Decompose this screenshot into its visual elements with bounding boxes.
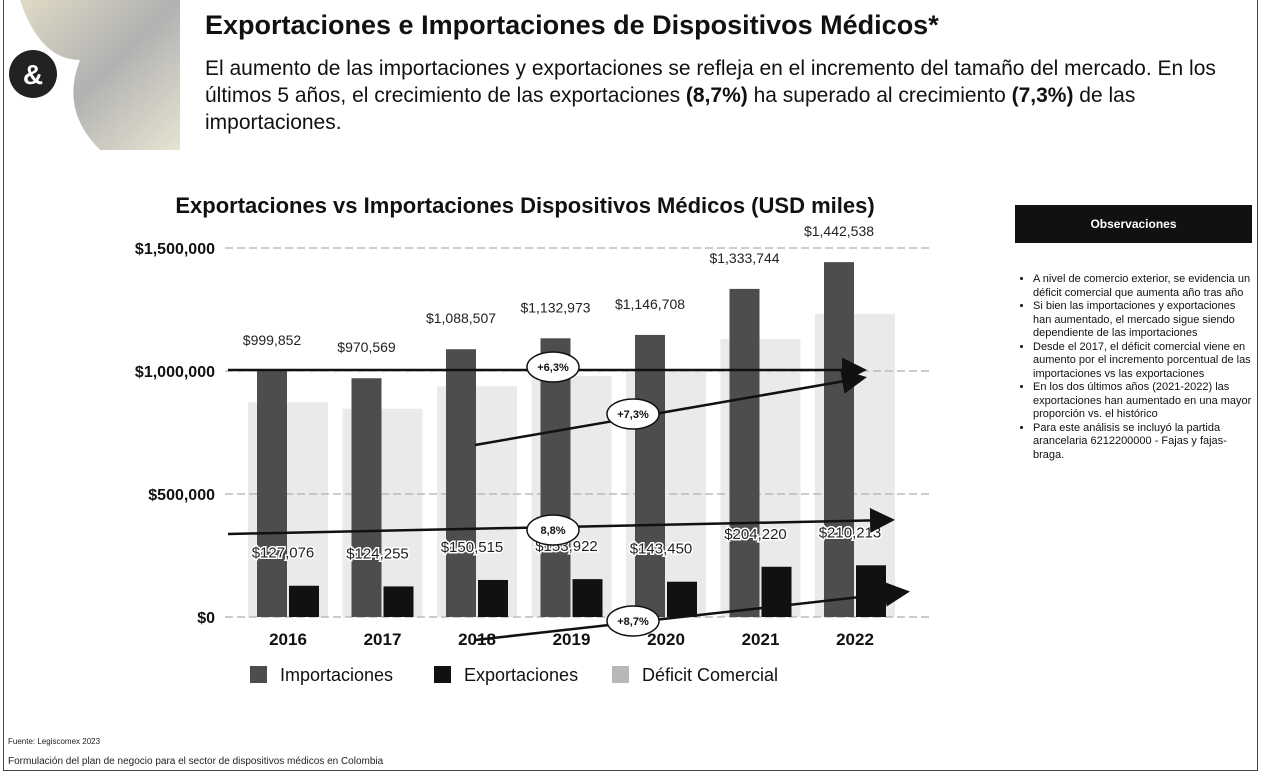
legend-label: Déficit Comercial — [642, 665, 778, 685]
bar — [351, 378, 382, 617]
y-tick-label: $0 — [197, 610, 215, 627]
text: ha superado al crecimiento — [747, 84, 1012, 107]
data-label: $127,076 — [252, 545, 315, 562]
bar — [635, 334, 665, 617]
list-item: En los dos últimos años (2021-2022) las … — [1033, 381, 1252, 422]
y-tick-label: $500,000 — [148, 487, 215, 504]
annotation-bubble — [526, 514, 580, 546]
list-item: Para este análisis se incluyó la partida… — [1033, 422, 1252, 463]
data-label: $143,450 — [630, 541, 693, 558]
bar — [478, 579, 508, 617]
data-label: $1,132,973 — [520, 299, 590, 315]
data-label: $1,442,538 — [804, 223, 874, 239]
legend-swatch — [434, 666, 451, 683]
svg-text:&: & — [23, 59, 43, 90]
bar — [856, 565, 886, 617]
list-item: Desde el 2017, el déficit comercial vien… — [1033, 341, 1252, 382]
x-tick-label: 2016 — [269, 630, 307, 649]
data-label: $999,852 — [243, 332, 302, 348]
annotation: +8,7% — [617, 616, 649, 628]
sidebar: Observaciones A nivel de comercio exteri… — [1015, 205, 1252, 462]
x-tick-label: 2022 — [836, 630, 874, 649]
trend-arrow — [474, 369, 867, 447]
bar — [289, 585, 319, 617]
legend-swatch — [250, 666, 267, 683]
data-label: $150,515 — [441, 539, 504, 556]
x-tick-label: 2019 — [553, 630, 591, 649]
text: (7,3%) — [1011, 84, 1074, 107]
list-item: A nivel de comercio exterior, se evidenc… — [1033, 273, 1252, 300]
x-tick-label: 2017 — [364, 630, 402, 649]
bar — [824, 262, 854, 617]
x-tick-label: 2020 — [647, 630, 685, 649]
footnote: Formulación del plan de negocio para el … — [8, 756, 384, 767]
data-label: $210,213 — [819, 524, 882, 541]
trend-arrow — [474, 581, 910, 642]
text: (8,7%) — [685, 84, 748, 107]
data-label: $124,255 — [346, 545, 409, 562]
data-label: $1,088,507 — [426, 310, 496, 326]
chart-title: Exportaciones vs Importaciones Dispositi… — [175, 193, 874, 218]
legend-label: Importaciones — [280, 665, 393, 685]
annotation-bubble — [606, 605, 660, 637]
sidebar-title: Observaciones — [1015, 205, 1252, 243]
legend-label: Exportaciones — [464, 665, 578, 685]
data-label: $1,333,744 — [709, 250, 779, 266]
title: Exportaciones e Importaciones de Disposi… — [205, 10, 939, 40]
subtitle: El aumento de las importaciones y export… — [205, 55, 1225, 136]
data-label: $970,569 — [337, 339, 396, 355]
annotation: 8,8% — [540, 525, 565, 537]
y-tick-label: $1,500,000 — [135, 241, 215, 258]
frame — [3, 0, 1258, 771]
bar — [729, 288, 760, 617]
bar — [257, 371, 287, 617]
list-item: Si bien las importaciones y exportacione… — [1033, 300, 1252, 341]
list: A nivel de comercio exterior, se evidenc… — [1015, 273, 1252, 462]
bar — [383, 586, 414, 617]
bar — [446, 349, 476, 617]
bar — [540, 338, 571, 617]
chart: Exportaciones vs Importaciones Dispositi… — [135, 193, 930, 685]
bar — [761, 566, 792, 617]
bar — [572, 579, 603, 617]
text: de las importaciones. — [205, 84, 1136, 134]
y-tick-label: $1,000,000 — [135, 364, 215, 381]
data-label: $204,220 — [724, 526, 787, 543]
data-label: $1,146,708 — [615, 296, 685, 312]
legend-swatch — [612, 666, 629, 683]
annotation: +7,3% — [617, 409, 649, 421]
logo: & — [9, 0, 180, 150]
annotation: +6,3% — [537, 362, 569, 374]
annotation-bubble — [526, 351, 580, 383]
x-tick-label: 2021 — [742, 630, 780, 649]
bar — [667, 581, 697, 617]
source: Fuente: Legiscomex 2023 — [8, 737, 101, 746]
text: El aumento de las importaciones y export… — [205, 57, 1216, 107]
annotation-bubble — [606, 398, 660, 430]
